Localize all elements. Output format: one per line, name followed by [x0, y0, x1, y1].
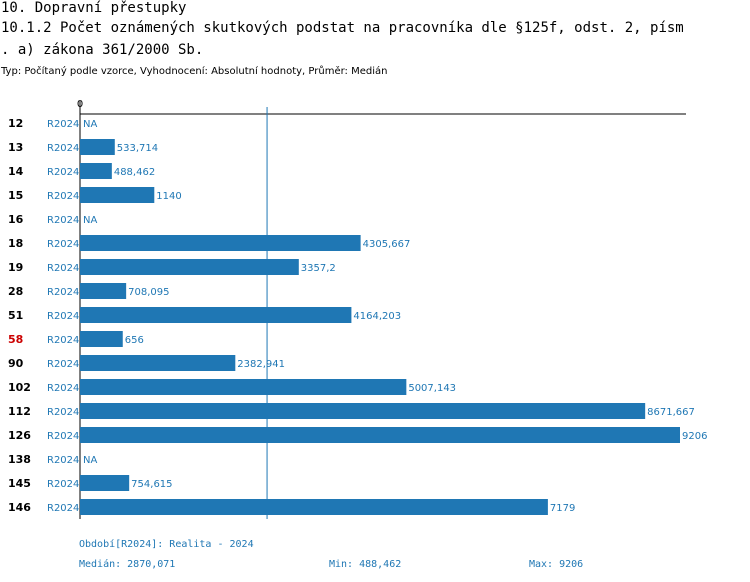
- value-label: 754,615: [131, 479, 172, 490]
- row-series-label: R2024: [47, 479, 79, 490]
- footer-max: Max: 9206: [529, 559, 584, 570]
- row-category-label: 13: [8, 141, 23, 154]
- bar: [80, 235, 361, 251]
- row-category-label: 126: [8, 429, 31, 442]
- bar: [80, 379, 407, 395]
- row-category-label: 18: [8, 237, 23, 250]
- value-label: 533,714: [117, 143, 158, 154]
- row-category-label: 146: [8, 501, 31, 514]
- value-label: 708,095: [128, 287, 169, 298]
- row-series-label: R2024: [47, 239, 79, 250]
- row-series-label: R2024: [47, 431, 79, 442]
- row-category-label: 102: [8, 381, 31, 394]
- bar: [80, 475, 130, 491]
- row-category-label: 138: [8, 453, 31, 466]
- bar: [80, 283, 127, 299]
- row-series-label: R2024: [47, 191, 79, 202]
- row-series-label: R2024: [47, 167, 79, 178]
- bar: [80, 163, 112, 179]
- row-category-label: 12: [8, 117, 23, 130]
- bar: [80, 331, 123, 347]
- row-category-label: 90: [8, 357, 24, 370]
- footer-median: Medián: 2870,071: [79, 559, 176, 570]
- footer-period: Období[R2024]: Realita - 2024: [79, 539, 254, 550]
- row-series-label: R2024: [47, 143, 79, 154]
- na-label: NA: [83, 215, 97, 226]
- na-label: NA: [83, 119, 97, 130]
- row-series-label: R2024: [47, 455, 79, 466]
- bar: [80, 307, 352, 323]
- value-label: 656: [125, 335, 144, 346]
- row-series-label: R2024: [47, 383, 79, 394]
- bar: [80, 187, 155, 203]
- row-series-label: R2024: [47, 215, 79, 226]
- value-label: 3357,2: [301, 263, 336, 274]
- row-series-label: R2024: [47, 359, 79, 370]
- value-label: 488,462: [114, 167, 155, 178]
- value-label: 2382,941: [237, 359, 285, 370]
- row-category-label: 14: [8, 165, 24, 178]
- bar: [80, 427, 680, 443]
- value-label: 4164,203: [353, 311, 401, 322]
- row-category-label: 145: [8, 477, 31, 490]
- row-category-label: 19: [8, 261, 23, 274]
- row-category-label: 51: [8, 309, 23, 322]
- row-category-label: 16: [8, 213, 24, 226]
- footer-min: Min: 488,462: [329, 559, 402, 570]
- value-label: 8671,667: [647, 407, 695, 418]
- row-series-label: R2024: [47, 503, 79, 514]
- chart-subtitle-line1: 10.1.2 Počet oznámených skutkových podst…: [1, 20, 684, 36]
- zero-tick-label: 0: [77, 99, 83, 110]
- row-series-label: R2024: [47, 263, 79, 274]
- chart-type-description: Typ: Počítaný podle vzorce, Vyhodnocení:…: [1, 66, 388, 77]
- row-category-label: 112: [8, 405, 31, 418]
- bar: [80, 139, 115, 155]
- value-label: 1140: [156, 191, 181, 202]
- row-category-label: 28: [8, 285, 23, 298]
- row-series-label: R2024: [47, 335, 79, 346]
- value-label: 7179: [550, 503, 575, 514]
- row-series-label: R2024: [47, 311, 79, 322]
- chart-title: 10. Dopravní přestupky: [1, 0, 187, 16]
- chart-subtitle-line2: . a) zákona 361/2000 Sb.: [1, 42, 204, 58]
- bar: [80, 499, 548, 515]
- row-category-label: 15: [8, 189, 23, 202]
- value-label: 9206: [682, 431, 707, 442]
- bar: [80, 355, 236, 371]
- row-series-label: R2024: [47, 287, 79, 298]
- value-label: 5007,143: [408, 383, 456, 394]
- value-label: 4305,667: [363, 239, 411, 250]
- row-category-label: 58: [8, 333, 23, 346]
- bar: [80, 259, 299, 275]
- na-label: NA: [83, 455, 97, 466]
- row-series-label: R2024: [47, 119, 79, 130]
- bar: [80, 403, 646, 419]
- row-series-label: R2024: [47, 407, 79, 418]
